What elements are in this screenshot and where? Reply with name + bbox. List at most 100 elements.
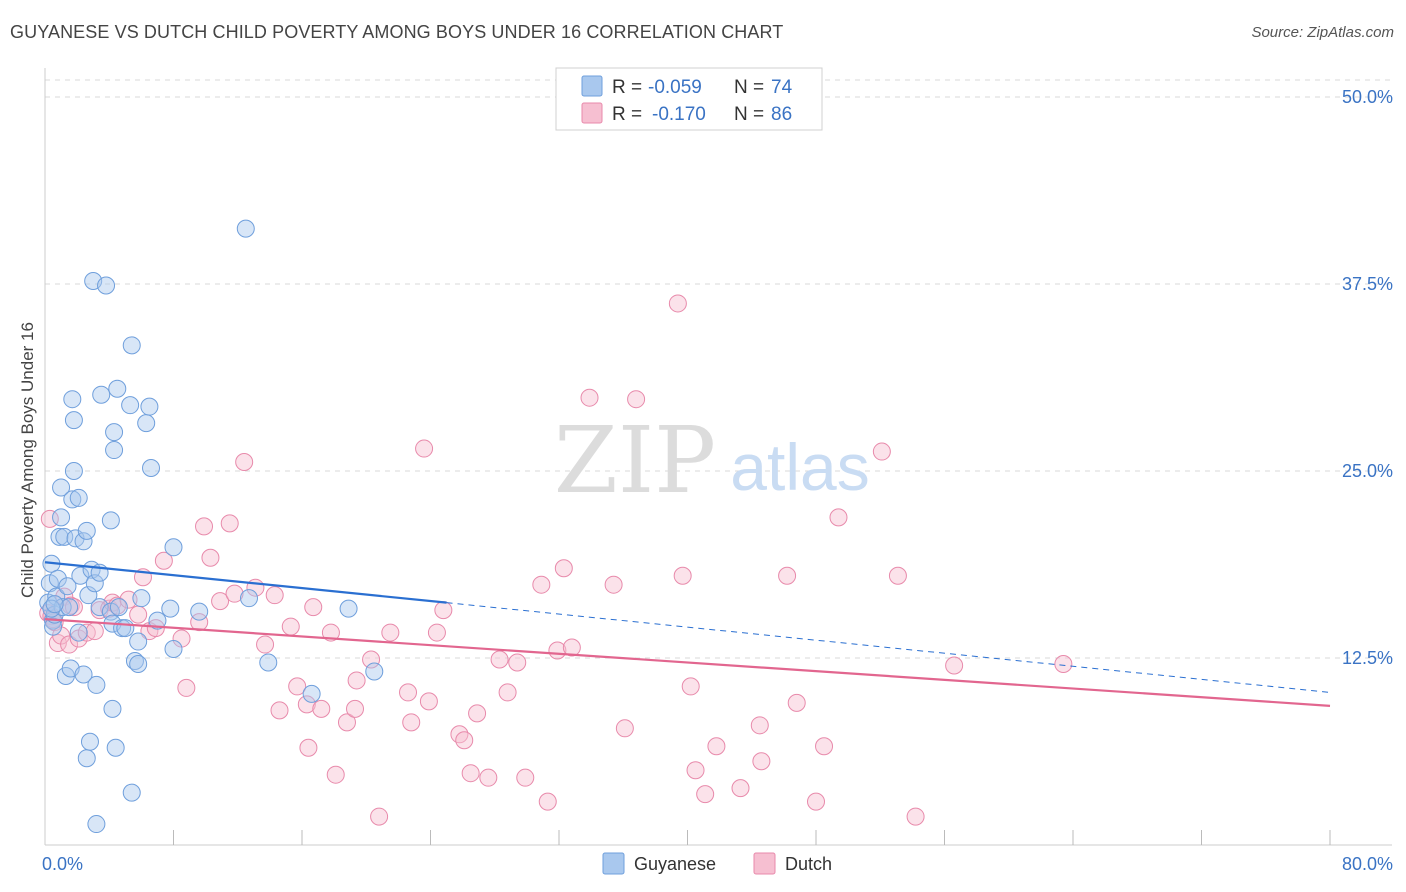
dutch-point bbox=[461, 764, 480, 783]
stats-swatch-dutch bbox=[581, 102, 603, 124]
dutch-point bbox=[538, 792, 557, 811]
points bbox=[39, 219, 1073, 834]
guyanese-point bbox=[74, 665, 93, 684]
guyanese-point bbox=[259, 653, 278, 672]
dutch-point bbox=[807, 792, 825, 811]
dutch-point bbox=[85, 622, 104, 641]
guyanese-point bbox=[190, 602, 209, 621]
y-tick-label: 50.0% bbox=[1342, 87, 1393, 107]
dutch-point bbox=[778, 566, 797, 585]
guyanese-point bbox=[52, 508, 71, 527]
watermark-atlas: atlas bbox=[730, 430, 869, 504]
guyanese-point bbox=[239, 589, 258, 608]
guyanese-point bbox=[90, 598, 109, 617]
legend-swatch-dutch[interactable] bbox=[753, 852, 776, 875]
legend-label-guyanese[interactable]: Guyanese bbox=[634, 854, 716, 874]
guyanese-point bbox=[52, 478, 71, 497]
dutch-point bbox=[516, 768, 535, 787]
guyanese-point bbox=[236, 219, 255, 238]
dutch-point bbox=[906, 807, 925, 826]
dutch-point bbox=[490, 650, 509, 669]
axes bbox=[44, 68, 1392, 846]
stats-swatch-guyanese bbox=[581, 75, 603, 97]
source-label: Source: ZipAtlas.com bbox=[1251, 24, 1394, 41]
guyanese-point bbox=[365, 662, 384, 681]
guyanese-point bbox=[77, 749, 96, 768]
dutch-point bbox=[479, 768, 498, 787]
guyanese-point bbox=[122, 783, 141, 802]
dutch-point bbox=[195, 517, 214, 536]
y-tick-label: 12.5% bbox=[1342, 648, 1393, 668]
dutch-point bbox=[1054, 654, 1073, 673]
guyanese-point bbox=[106, 738, 125, 757]
guyanese-point bbox=[47, 587, 66, 606]
dutch-point bbox=[270, 701, 289, 720]
guyanese-point bbox=[64, 462, 83, 480]
guyanese-point bbox=[142, 459, 161, 478]
guyanese-point bbox=[55, 527, 74, 546]
stats-n-label-guyanese: N = bbox=[734, 77, 764, 98]
dutch-point bbox=[381, 623, 400, 642]
dutch-point bbox=[225, 584, 244, 603]
legend-swatch-guyanese[interactable] bbox=[602, 852, 625, 875]
dutch-point bbox=[40, 509, 59, 528]
guyanese-point bbox=[64, 411, 83, 430]
guyanese-point bbox=[132, 589, 151, 608]
dutch-point bbox=[888, 566, 907, 585]
dutch-point bbox=[686, 761, 705, 780]
dutch-point bbox=[321, 623, 340, 642]
legend-label-dutch[interactable]: Dutch bbox=[785, 854, 832, 874]
dutch-point bbox=[304, 598, 323, 617]
guyanese-point bbox=[97, 276, 116, 295]
dutch-point bbox=[129, 605, 148, 624]
guyanese-point bbox=[48, 569, 67, 588]
stats-r-label-guyanese: R = bbox=[612, 77, 642, 98]
dutch-point bbox=[707, 737, 726, 756]
dutch-point bbox=[337, 713, 356, 732]
guyanese-point bbox=[87, 675, 106, 694]
dutch-point bbox=[615, 719, 634, 738]
guyanese-point bbox=[87, 815, 106, 834]
guyanese-point bbox=[45, 595, 64, 614]
guyanese-point bbox=[122, 336, 141, 355]
guyanese-point bbox=[137, 414, 156, 433]
dutch-point bbox=[668, 294, 687, 313]
dutch-point bbox=[815, 737, 834, 756]
dutch-point bbox=[235, 453, 254, 472]
dutch-point bbox=[347, 671, 366, 690]
dutch-point bbox=[562, 638, 581, 657]
dutch-point bbox=[399, 683, 418, 702]
guyanese-point bbox=[109, 598, 128, 617]
dutch-point bbox=[548, 641, 567, 660]
trend-line-guyanese-extension bbox=[446, 602, 1331, 693]
legend: Guyanese Dutch bbox=[602, 852, 832, 875]
trend-line-guyanese bbox=[44, 561, 447, 604]
dutch-point bbox=[752, 752, 771, 771]
stats-r-value-guyanese: -0.059 bbox=[648, 77, 702, 98]
guyanese-point bbox=[302, 684, 321, 703]
y-tick-label: 37.5% bbox=[1342, 274, 1393, 294]
dutch-point bbox=[154, 551, 173, 570]
guyanese-point bbox=[140, 397, 159, 416]
guyanese-point bbox=[129, 632, 148, 651]
guyanese-point bbox=[58, 577, 77, 596]
guyanese-point bbox=[74, 532, 93, 551]
dutch-point bbox=[299, 738, 318, 757]
dutch-point bbox=[370, 807, 389, 826]
guyanese-point bbox=[125, 651, 144, 670]
dutch-point bbox=[201, 548, 220, 567]
guyanese-point bbox=[339, 599, 358, 618]
dutch-point bbox=[402, 713, 421, 732]
guyanese-point bbox=[108, 379, 127, 398]
dutch-point bbox=[945, 656, 964, 675]
guyanese-point bbox=[69, 488, 88, 507]
guyanese-point bbox=[148, 611, 167, 630]
guyanese-point bbox=[63, 490, 82, 509]
chart-title: GUYANESE VS DUTCH CHILD POVERTY AMONG BO… bbox=[10, 22, 784, 42]
dutch-point bbox=[627, 390, 646, 409]
dutch-point bbox=[288, 677, 307, 696]
dutch-point bbox=[119, 590, 138, 609]
guyanese-point bbox=[50, 527, 69, 546]
stats-box: R = -0.059 N = 74 R = -0.170 N = 86 bbox=[555, 67, 823, 131]
dutch-point bbox=[346, 699, 365, 718]
